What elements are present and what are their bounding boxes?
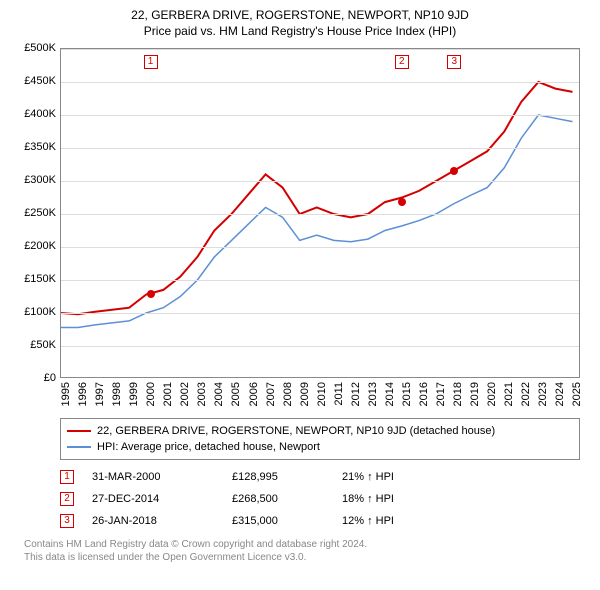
x-axis-label: 2002: [179, 382, 191, 422]
gridline: [61, 115, 579, 116]
y-axis-label: £500K: [24, 42, 56, 54]
footer-line-1: Contains HM Land Registry data © Crown c…: [24, 538, 588, 551]
y-axis-label: £50K: [30, 339, 56, 351]
footer-line-2: This data is licensed under the Open Gov…: [24, 551, 588, 564]
sales-marker-icon: 3: [60, 514, 74, 528]
x-axis-label: 2018: [452, 382, 464, 422]
y-axis-label: £250K: [24, 207, 56, 219]
sales-price: £268,500: [232, 493, 342, 505]
chart-area: 1 2 3 £0 £50K £100K £150K £200K £250K £300K £350K…: [12, 44, 588, 414]
sale-point-3: [450, 167, 458, 175]
plot-box: 1 2 3: [60, 48, 580, 378]
sale-point-2: [398, 198, 406, 206]
sales-row: 2 27-DEC-2014£268,50018% ↑ HPI: [60, 488, 580, 510]
legend-label: HPI: Average price, detached house, Newp…: [97, 441, 320, 453]
x-axis-label: 2016: [418, 382, 430, 422]
gridline: [61, 280, 579, 281]
sales-date: 26-JAN-2018: [92, 515, 232, 527]
x-axis-label: 2019: [469, 382, 481, 422]
legend: 22, GERBERA DRIVE, ROGERSTONE, NEWPORT, …: [60, 418, 580, 460]
x-axis-label: 2012: [350, 382, 362, 422]
sales-marker-icon: 1: [60, 470, 74, 484]
series-hpi: [61, 115, 573, 328]
x-axis-label: 2011: [333, 382, 345, 422]
sale-marker-2: 2: [395, 55, 409, 69]
gridline: [61, 49, 579, 50]
x-axis-label: 2006: [248, 382, 260, 422]
x-axis-label: 1996: [77, 382, 89, 422]
x-axis-label: 2015: [401, 382, 413, 422]
sales-row: 1 31-MAR-2000£128,99521% ↑ HPI: [60, 466, 580, 488]
x-axis-label: 2004: [213, 382, 225, 422]
sales-row: 3 26-JAN-2018£315,00012% ↑ HPI: [60, 510, 580, 532]
gridline: [61, 313, 579, 314]
legend-item: HPI: Average price, detached house, Newp…: [67, 439, 573, 455]
sales-table: 1 31-MAR-2000£128,99521% ↑ HPI 2 27-DEC-201…: [60, 466, 580, 532]
x-axis-label: 2003: [196, 382, 208, 422]
sale-point-1: [147, 290, 155, 298]
y-axis-label: £350K: [24, 141, 56, 153]
x-axis-label: 2007: [265, 382, 277, 422]
sales-pct: 18% ↑ HPI: [342, 493, 462, 505]
legend-swatch: [67, 446, 91, 448]
sales-price: £315,000: [232, 515, 342, 527]
x-axis-label: 2010: [316, 382, 328, 422]
gridline: [61, 346, 579, 347]
legend-swatch: [67, 430, 91, 432]
x-axis-label: 2025: [571, 382, 583, 422]
y-axis-label: £450K: [24, 75, 56, 87]
footer: Contains HM Land Registry data © Crown c…: [24, 538, 588, 564]
sales-marker-icon: 2: [60, 492, 74, 506]
legend-item: 22, GERBERA DRIVE, ROGERSTONE, NEWPORT, …: [67, 423, 573, 439]
chart-title: 22, GERBERA DRIVE, ROGERSTONE, NEWPORT, …: [12, 8, 588, 22]
gridline: [61, 214, 579, 215]
x-axis-label: 2009: [299, 382, 311, 422]
x-axis-label: 1998: [111, 382, 123, 422]
x-axis-label: 1999: [128, 382, 140, 422]
legend-label: 22, GERBERA DRIVE, ROGERSTONE, NEWPORT, …: [97, 425, 495, 437]
x-axis-label: 2013: [367, 382, 379, 422]
x-axis-label: 2005: [230, 382, 242, 422]
x-axis-label: 2017: [435, 382, 447, 422]
gridline: [61, 82, 579, 83]
sales-pct: 12% ↑ HPI: [342, 515, 462, 527]
chart-subtitle: Price paid vs. HM Land Registry's House …: [12, 24, 588, 38]
x-axis-label: 2022: [520, 382, 532, 422]
y-axis-label: £0: [44, 372, 56, 384]
sales-date: 27-DEC-2014: [92, 493, 232, 505]
y-axis-label: £400K: [24, 108, 56, 120]
x-axis-label: 2020: [486, 382, 498, 422]
chart-container: 22, GERBERA DRIVE, ROGERSTONE, NEWPORT, …: [0, 0, 600, 590]
x-axis-label: 2014: [384, 382, 396, 422]
gridline: [61, 181, 579, 182]
gridline: [61, 247, 579, 248]
sale-marker-3: 3: [447, 55, 461, 69]
sales-date: 31-MAR-2000: [92, 471, 232, 483]
x-axis-label: 1997: [94, 382, 106, 422]
x-axis-label: 2021: [503, 382, 515, 422]
y-axis-label: £100K: [24, 306, 56, 318]
y-axis-label: £200K: [24, 240, 56, 252]
y-axis-label: £300K: [24, 174, 56, 186]
x-axis-label: 1995: [60, 382, 72, 422]
x-axis-label: 2008: [282, 382, 294, 422]
y-axis-label: £150K: [24, 273, 56, 285]
x-axis-label: 2000: [145, 382, 157, 422]
gridline: [61, 148, 579, 149]
x-axis-label: 2001: [162, 382, 174, 422]
x-axis-label: 2023: [537, 382, 549, 422]
sales-pct: 21% ↑ HPI: [342, 471, 462, 483]
sale-marker-1: 1: [144, 55, 158, 69]
sales-price: £128,995: [232, 471, 342, 483]
x-axis-label: 2024: [554, 382, 566, 422]
